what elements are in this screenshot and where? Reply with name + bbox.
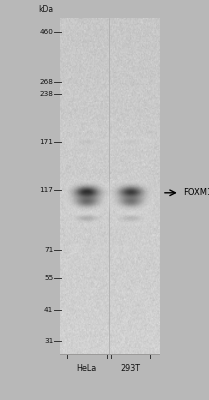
Text: 41: 41 (44, 307, 53, 313)
Text: 117: 117 (40, 187, 53, 193)
Text: 55: 55 (44, 275, 53, 281)
Text: 238: 238 (40, 91, 53, 97)
Text: kDa: kDa (38, 6, 53, 14)
Text: 71: 71 (44, 247, 53, 253)
Text: 268: 268 (40, 79, 53, 85)
Text: 171: 171 (40, 139, 53, 145)
Text: HeLa: HeLa (77, 364, 97, 373)
Text: FOXM1: FOXM1 (183, 188, 209, 197)
Text: 293T: 293T (121, 364, 141, 373)
Text: 31: 31 (44, 338, 53, 344)
Text: 460: 460 (40, 29, 53, 35)
Bar (60, 18, 159, 354)
